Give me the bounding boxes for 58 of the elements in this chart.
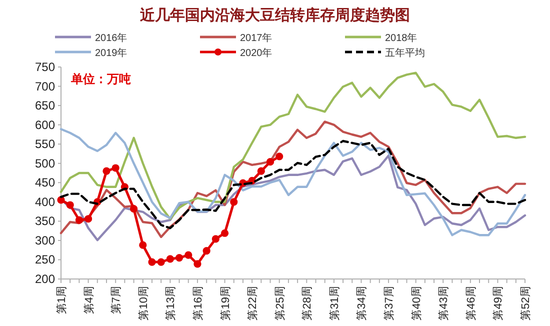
point <box>75 216 83 224</box>
x-tick-label: 第16周 <box>192 286 204 320</box>
x-tick-label: 第40周 <box>410 286 423 320</box>
y-tick-label: 400 <box>34 194 56 209</box>
y-tick-label: 700 <box>34 79 56 94</box>
point <box>266 158 274 166</box>
point <box>257 167 265 175</box>
x-tick-label: 第43周 <box>438 286 450 320</box>
x-tick-label: 第31周 <box>328 286 341 320</box>
point <box>157 258 165 266</box>
annotation: 单位：万吨 <box>70 72 131 86</box>
point <box>112 164 120 172</box>
x-tick-label: 第37周 <box>384 286 396 320</box>
point <box>139 241 147 249</box>
legend-label: 2016年 <box>95 32 128 44</box>
x-tick-label: 第25周 <box>274 286 286 320</box>
y-tick-label: 350 <box>34 214 56 228</box>
x-tick-label: 第52周 <box>520 286 532 320</box>
legend-label: 2019年 <box>95 47 128 59</box>
x-tick-label: 第46周 <box>465 286 478 320</box>
point <box>130 205 138 213</box>
x-tick-label: 第1周 <box>56 286 68 314</box>
x-tick-label: 第7周 <box>110 286 123 314</box>
y-tick-label: 450 <box>34 176 56 190</box>
point <box>212 235 220 243</box>
x-tick-label: 第10周 <box>138 286 150 320</box>
x-tick-label: 第49周 <box>492 286 505 320</box>
point <box>202 247 210 255</box>
legend-label: 2020年 <box>240 47 272 59</box>
point <box>220 229 229 237</box>
y-tick-label: 550 <box>34 137 56 152</box>
x-tick-label: 第34周 <box>356 286 368 320</box>
x-tick-label: 第13周 <box>165 286 178 320</box>
point <box>84 215 92 223</box>
legend-label: 2018年 <box>385 32 418 44</box>
legend-label: 五年平均 <box>385 47 425 59</box>
x-tick-label: 第28周 <box>302 286 314 320</box>
y-tick-label: 250 <box>34 252 56 267</box>
x-tick-label: 第4周 <box>83 286 96 314</box>
legend-label: 2017年 <box>240 32 272 44</box>
chart-title: 近几年国内沿海大豆结转库存周度趋势图 <box>139 6 410 24</box>
y-tick-label: 600 <box>34 118 56 132</box>
point <box>194 260 202 268</box>
y-tick-label: 750 <box>34 60 56 74</box>
point <box>66 201 74 209</box>
point <box>148 258 156 266</box>
point <box>102 167 110 175</box>
y-tick-label: 200 <box>34 272 56 286</box>
y-tick-label: 500 <box>34 156 56 170</box>
x-tick-label: 第22周 <box>247 286 260 320</box>
point <box>166 255 174 263</box>
y-tick-label: 650 <box>34 98 56 113</box>
y-tick-label: 300 <box>34 233 56 248</box>
point <box>230 198 238 206</box>
point <box>175 254 184 262</box>
point <box>276 152 284 160</box>
x-tick-label: 第19周 <box>220 286 232 320</box>
point <box>184 251 192 259</box>
